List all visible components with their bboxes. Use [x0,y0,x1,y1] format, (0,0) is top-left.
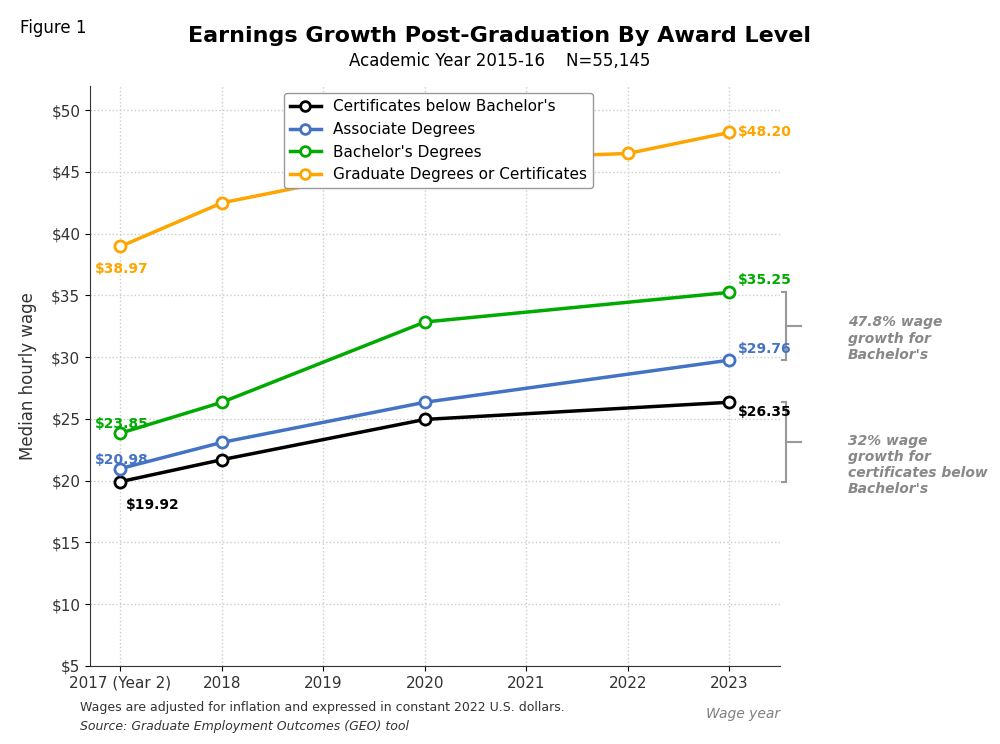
Line: Certificates below Bachelor's: Certificates below Bachelor's [115,397,735,487]
Text: $29.76: $29.76 [737,342,791,356]
Bachelor's Degrees [216,398,228,407]
Graduate Degrees or Certificates [723,128,735,137]
Text: $26.35: $26.35 [737,405,791,419]
Bachelor's Degrees [114,429,126,437]
Associate Degrees [216,438,228,447]
Text: Figure 1: Figure 1 [20,19,87,36]
Certificates below Bachelor's [419,415,431,424]
Line: Associate Degrees: Associate Degrees [115,355,735,474]
Text: $19.92: $19.92 [126,498,179,512]
Certificates below Bachelor's [114,477,126,486]
Text: Earnings Growth Post-Graduation By Award Level: Earnings Growth Post-Graduation By Award… [188,26,812,46]
Text: Wage year: Wage year [706,707,780,720]
Text: $23.85: $23.85 [95,417,149,431]
Text: Wages are adjusted for inflation and expressed in constant 2022 U.S. dollars.: Wages are adjusted for inflation and exp… [80,702,565,714]
Y-axis label: Median hourly wage: Median hourly wage [19,292,37,460]
Text: 47.8% wage
growth for
Bachelor's: 47.8% wage growth for Bachelor's [848,315,942,362]
Bachelor's Degrees [419,318,431,327]
Legend: Certificates below Bachelor's, Associate Degrees, Bachelor's Degrees, Graduate D: Certificates below Bachelor's, Associate… [284,93,593,188]
Text: $38.97: $38.97 [95,263,149,277]
Text: 32% wage
growth for
certificates below
Bachelor's: 32% wage growth for certificates below B… [848,434,988,496]
Line: Graduate Degrees or Certificates: Graduate Degrees or Certificates [115,127,735,252]
Text: Academic Year 2015-16    N=55,145: Academic Year 2015-16 N=55,145 [349,52,651,70]
Associate Degrees [723,356,735,365]
Bachelor's Degrees [723,288,735,297]
Text: Source: Graduate Employment Outcomes (GEO) tool: Source: Graduate Employment Outcomes (GE… [80,720,409,733]
Associate Degrees [419,398,431,407]
Line: Bachelor's Degrees: Bachelor's Degrees [115,287,735,439]
Associate Degrees [114,464,126,473]
Certificates below Bachelor's [216,455,228,464]
Graduate Degrees or Certificates [419,158,431,167]
Graduate Degrees or Certificates [520,153,532,161]
Text: $48.20: $48.20 [737,126,791,139]
Text: $35.25: $35.25 [737,274,791,287]
Certificates below Bachelor's [723,398,735,407]
Text: $20.98: $20.98 [95,452,149,466]
Graduate Degrees or Certificates [216,199,228,208]
Graduate Degrees or Certificates [622,149,634,158]
Graduate Degrees or Certificates [114,242,126,251]
